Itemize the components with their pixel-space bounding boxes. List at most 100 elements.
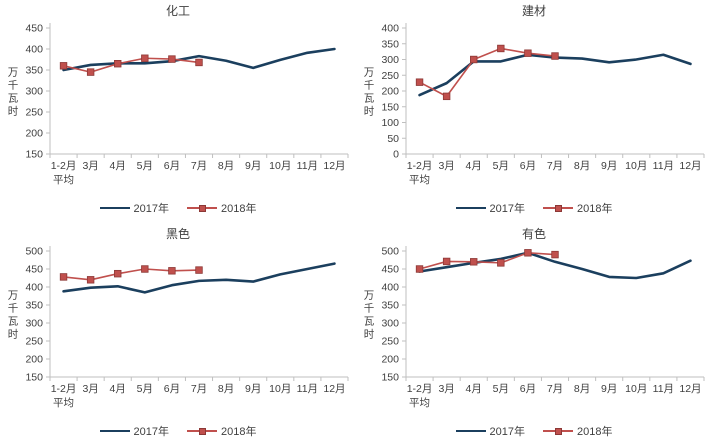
svg-text:6月: 6月	[520, 160, 536, 172]
legend-item-2017: 2017年	[455, 200, 525, 216]
svg-text:11月: 11月	[653, 160, 674, 172]
svg-text:11月: 11月	[653, 383, 674, 395]
svg-text:9月: 9月	[245, 160, 261, 172]
chart-legend: 2017年 2018年	[99, 421, 256, 441]
svg-text:10月: 10月	[625, 160, 647, 172]
svg-text:450: 450	[381, 264, 399, 276]
svg-text:4月: 4月	[466, 383, 482, 395]
svg-text:8月: 8月	[218, 383, 234, 395]
svg-text:11月: 11月	[297, 160, 318, 172]
svg-text:5月: 5月	[493, 383, 509, 395]
svg-text:3月: 3月	[82, 383, 98, 395]
line-swatch-icon	[99, 207, 130, 209]
svg-text:8月: 8月	[574, 160, 590, 172]
svg-text:450: 450	[25, 264, 43, 276]
chart-legend: 2017年 2018年	[455, 421, 613, 441]
svg-text:150: 150	[381, 372, 399, 384]
legend-label: 2017年	[489, 203, 525, 215]
svg-text:300: 300	[25, 318, 43, 330]
svg-text:时: 时	[8, 106, 19, 118]
chart-title: 建材	[521, 4, 546, 18]
legend-label: 2018年	[577, 426, 613, 438]
svg-text:千: 千	[364, 303, 375, 315]
chart-nonferrous: 有色 150 200 250 300 350 400 450 500 1-2月 平均 3月 4月 5月 6…	[356, 223, 712, 446]
svg-text:时: 时	[8, 329, 19, 341]
svg-text:平均: 平均	[53, 174, 74, 186]
svg-text:8月: 8月	[218, 160, 234, 172]
line-swatch-icon	[455, 207, 486, 209]
svg-text:1-2月: 1-2月	[51, 383, 77, 395]
svg-text:时: 时	[364, 106, 375, 118]
svg-text:1-2月: 1-2月	[407, 160, 433, 172]
svg-text:5月: 5月	[137, 383, 153, 395]
svg-text:350: 350	[25, 65, 43, 77]
svg-text:10月: 10月	[625, 383, 647, 395]
svg-text:时: 时	[364, 329, 375, 341]
svg-text:千: 千	[8, 303, 19, 315]
svg-text:200: 200	[25, 128, 43, 140]
svg-text:300: 300	[381, 54, 399, 66]
svg-text:千: 千	[8, 80, 19, 92]
svg-text:5月: 5月	[493, 160, 509, 172]
line-with-square-swatch-icon	[187, 204, 217, 212]
svg-text:150: 150	[25, 149, 43, 161]
line-with-square-swatch-icon	[543, 204, 573, 212]
svg-text:6月: 6月	[164, 383, 180, 395]
svg-text:9月: 9月	[601, 160, 617, 172]
svg-text:150: 150	[25, 372, 43, 384]
line-with-square-swatch-icon	[543, 427, 573, 435]
svg-text:6月: 6月	[164, 160, 180, 172]
svg-text:50: 50	[387, 133, 399, 145]
line-with-square-swatch-icon	[187, 427, 217, 435]
svg-text:8月: 8月	[574, 383, 590, 395]
chart-legend: 2017年 2018年	[455, 198, 612, 218]
svg-text:瓦: 瓦	[364, 93, 375, 105]
svg-text:0: 0	[393, 149, 399, 161]
svg-text:500: 500	[25, 246, 43, 258]
svg-text:12月: 12月	[679, 383, 701, 395]
line-swatch-icon	[455, 430, 486, 432]
svg-text:500: 500	[381, 246, 399, 258]
line-swatch-icon	[99, 430, 130, 432]
svg-text:200: 200	[381, 354, 399, 366]
svg-text:4月: 4月	[110, 160, 126, 172]
svg-text:12月: 12月	[323, 383, 345, 395]
svg-text:4月: 4月	[466, 160, 482, 172]
svg-text:250: 250	[25, 336, 43, 348]
chart-building-materials: 建材 0 50 100 150 200 250 300 350 400 1-2月 平均 3月 4月 5月 6…	[356, 0, 712, 223]
svg-text:400: 400	[25, 44, 43, 56]
svg-text:千: 千	[364, 80, 375, 92]
legend-label: 2017年	[489, 426, 525, 438]
svg-text:400: 400	[25, 282, 43, 294]
chart-title: 黑色	[165, 227, 190, 241]
svg-text:150: 150	[381, 101, 399, 113]
svg-text:450: 450	[25, 23, 43, 35]
svg-text:平均: 平均	[53, 397, 74, 409]
svg-text:4月: 4月	[110, 383, 126, 395]
svg-text:100: 100	[381, 117, 399, 129]
svg-text:7月: 7月	[191, 160, 207, 172]
svg-text:10月: 10月	[269, 160, 291, 172]
svg-text:350: 350	[25, 300, 43, 312]
svg-text:250: 250	[25, 107, 43, 119]
svg-text:400: 400	[381, 23, 399, 35]
svg-text:300: 300	[25, 86, 43, 98]
svg-text:万: 万	[8, 290, 19, 302]
chart-legend: 2017年 2018年	[99, 198, 256, 218]
svg-text:瓦: 瓦	[364, 316, 375, 328]
svg-text:平均: 平均	[409, 397, 430, 409]
svg-text:300: 300	[381, 318, 399, 330]
svg-text:1-2月: 1-2月	[51, 160, 77, 172]
svg-text:350: 350	[381, 38, 399, 50]
svg-text:200: 200	[25, 354, 43, 366]
legend-item-2018: 2018年	[187, 200, 256, 216]
legend-item-2017: 2017年	[455, 423, 525, 439]
svg-text:3月: 3月	[438, 383, 454, 395]
legend-label: 2017年	[133, 426, 169, 438]
legend-item-2018: 2018年	[543, 200, 612, 216]
chart-chemical: 化工 150 200 250 300 350 400 450 1-2月 平均 3月 4月 5月 6月 7月…	[0, 0, 356, 223]
svg-text:9月: 9月	[601, 383, 617, 395]
